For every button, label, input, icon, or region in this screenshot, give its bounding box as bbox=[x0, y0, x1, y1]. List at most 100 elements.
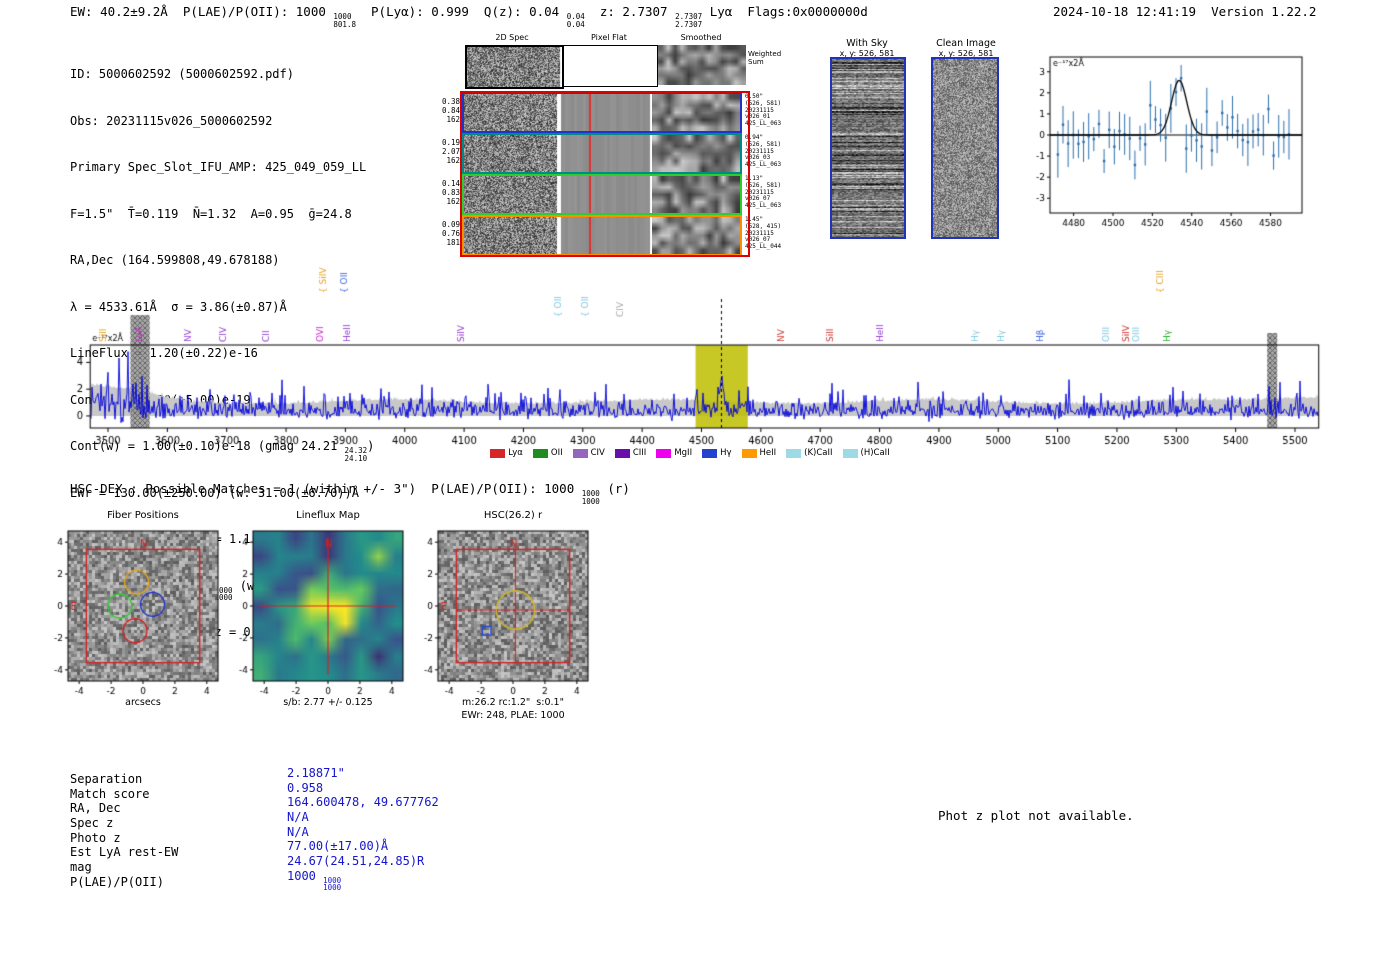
lineflux-caption: s/b: 2.77 +/- 0.125 bbox=[283, 697, 373, 708]
match-value: 2.18871" bbox=[287, 766, 345, 780]
scale-value: 162 bbox=[446, 197, 460, 206]
match-value: 164.600478, 49.677762 bbox=[287, 795, 439, 810]
full-spectrum-plot bbox=[55, 253, 1325, 447]
lineflux-map-plot bbox=[230, 526, 410, 698]
match-value: 0.958 bbox=[287, 780, 324, 795]
spec2d-row-strips bbox=[462, 215, 742, 256]
annotation-line: v026_01 bbox=[745, 113, 771, 121]
legend-swatch bbox=[656, 448, 672, 458]
pixelflat-strip bbox=[559, 94, 652, 131]
match-label: mag bbox=[70, 860, 92, 875]
match-label: Est LyA rest-EW bbox=[70, 845, 179, 860]
legend-label: OII bbox=[550, 448, 563, 458]
legend-swatch bbox=[786, 448, 802, 458]
annotation-line: v026_03 bbox=[745, 154, 771, 162]
spec2d-row-strips bbox=[462, 92, 742, 133]
match-row: Est LyA rest-EW 77.00(±17.00)Å bbox=[70, 839, 439, 860]
scale-value: 0.84 bbox=[441, 106, 460, 115]
smoothed-strip bbox=[652, 217, 740, 254]
spec2d-row: 0.09 0.76 181 1.45" (528, 415) 20231115 v026_0… bbox=[441, 215, 788, 256]
scale-value: 162 bbox=[446, 156, 460, 165]
annotation-line: (526, 581) bbox=[745, 181, 782, 189]
match-label: Match score bbox=[70, 786, 150, 801]
hsc-cutout-plot bbox=[415, 526, 595, 698]
scale-value: 162 bbox=[446, 115, 460, 124]
hsc-caption: m:26.2 rc:1.2" s:0.1" bbox=[462, 697, 564, 708]
legend-label: (K)CaII bbox=[804, 448, 833, 458]
match-row: P(LAE)/P(OII) 1000 1000 1000 bbox=[70, 869, 439, 892]
legend-item: OII bbox=[532, 448, 563, 458]
scale-value: 0.38 bbox=[441, 97, 460, 106]
weighted-sum-pixelflat-strip bbox=[563, 45, 658, 87]
lineflux-map-title: Lineflux Map bbox=[296, 510, 360, 521]
spec2d-rows: 0.38 0.84 162 0.50" (526, 581) 20231115 v026_0… bbox=[441, 92, 788, 256]
legend-swatch bbox=[702, 448, 718, 458]
hsc-plae-fraction: 1000 1000 bbox=[581, 489, 600, 506]
match-row: mag 24.67(24.51,24.85)R bbox=[70, 854, 439, 875]
match-label: P(LAE)/P(OII) bbox=[70, 874, 164, 889]
legend-item: (H)CaII bbox=[842, 448, 890, 458]
spec2d-row: 0.14 0.83 162 1.13" (526, 581) 20231115 v026_0… bbox=[441, 174, 788, 215]
legend-label: (H)CaII bbox=[860, 448, 890, 458]
scale-value: 0.83 bbox=[441, 188, 460, 197]
match-label: Separation bbox=[70, 772, 143, 786]
legend-item: CIV bbox=[572, 448, 605, 458]
info-line-slot: Primary Spec_Slot_IFU_AMP: 425_049_059_L… bbox=[70, 160, 367, 174]
legend-label: HeII bbox=[759, 448, 777, 458]
smoothed-strip bbox=[652, 135, 740, 172]
legend-swatch bbox=[490, 448, 506, 458]
spec2d-row: 0.38 0.84 162 0.50" (526, 581) 20231115 v026_0… bbox=[441, 92, 788, 133]
fiber-positions-plot bbox=[45, 526, 225, 698]
match-label: RA, Dec bbox=[70, 801, 121, 816]
fiber-xlabel: arcsecs bbox=[125, 697, 161, 708]
spec2d-strip bbox=[464, 176, 559, 213]
pixelflat-strip bbox=[559, 176, 652, 213]
annotation-line: (528, 415) bbox=[745, 222, 782, 230]
match-value: N/A bbox=[287, 810, 309, 825]
match-row: Photo z N/A bbox=[70, 825, 439, 846]
match-label: Photo z bbox=[70, 830, 121, 845]
annotation-line: 425_LL_063 bbox=[745, 120, 782, 128]
spec2d-row-strips bbox=[462, 133, 742, 174]
annotation-line: 0.50" bbox=[745, 93, 764, 100]
legend-item: Lyα bbox=[490, 448, 523, 458]
summary-part2: P(Lyα): 0.999 Q(z): 0.04 bbox=[355, 4, 567, 19]
legend-swatch bbox=[532, 448, 548, 458]
spec2d-strip bbox=[464, 94, 559, 131]
match-row: Spec z N/A bbox=[70, 810, 439, 831]
match-table: Separation 2.18871" Match score 0.958 RA, De… bbox=[70, 766, 439, 892]
smoothed-strip bbox=[652, 94, 740, 131]
weighted-sum-label: Weighted Sum bbox=[748, 50, 782, 66]
annotation-line: 20231115 bbox=[745, 229, 774, 237]
info-line-ewr: EWr = 130.00(±250.00) (w: 31.00(±6.70))Å bbox=[70, 485, 359, 500]
legend-swatch bbox=[572, 448, 588, 458]
annotation-line: 1.45" bbox=[745, 216, 764, 223]
legend-swatch bbox=[741, 448, 757, 458]
smoothed-strip bbox=[652, 176, 740, 213]
clean-coords: x, y: 526, 581 bbox=[938, 49, 994, 58]
match-row: RA, Dec 164.600478, 49.677762 bbox=[70, 795, 439, 816]
summary-part3: z: 2.7307 bbox=[584, 4, 676, 19]
annotation-line: 20231115 bbox=[745, 106, 774, 114]
gmag-fraction: 24.32 24.10 bbox=[344, 446, 368, 463]
version-label: Version 1.22.2 bbox=[1211, 4, 1317, 19]
legend-item: MgII bbox=[656, 448, 692, 458]
spec2d-row-scale-labels: 0.38 0.84 162 bbox=[441, 92, 462, 133]
spec2d-row-scale-labels: 0.19 2.07 162 bbox=[441, 133, 462, 174]
info-line-seeing: F=1.5" T̄=0.119 N̄=1.32 A=0.95 ḡ=24.8 bbox=[70, 206, 352, 221]
spec2d-strip bbox=[464, 217, 559, 254]
annotation-line: 1.13" bbox=[745, 175, 764, 182]
match-label: Spec z bbox=[70, 816, 114, 831]
spec2d-row-strips bbox=[462, 174, 742, 215]
timestamp: 2024-10-18 12:41:19 bbox=[1053, 4, 1196, 19]
annotation-line: (526, 581) bbox=[745, 140, 782, 148]
match-value: 24.67(24.51,24.85)R bbox=[287, 854, 425, 869]
summary-header: EW: 40.2±9.2Å P(LAE)/P(OII): 1000 1000 80… bbox=[70, 4, 868, 28]
annotation-line: 425_LL_063 bbox=[745, 161, 782, 169]
annotation-line: 0.94" bbox=[745, 134, 764, 141]
legend-label: MgII bbox=[674, 448, 693, 458]
spec2d-row-annotation: 0.50" (526, 581) 20231115 v026_01 425_LL_063 bbox=[742, 92, 788, 133]
annotation-line: (526, 581) bbox=[745, 99, 782, 107]
legend-label: CIII bbox=[632, 448, 647, 458]
legend-item: CIII bbox=[614, 448, 647, 458]
